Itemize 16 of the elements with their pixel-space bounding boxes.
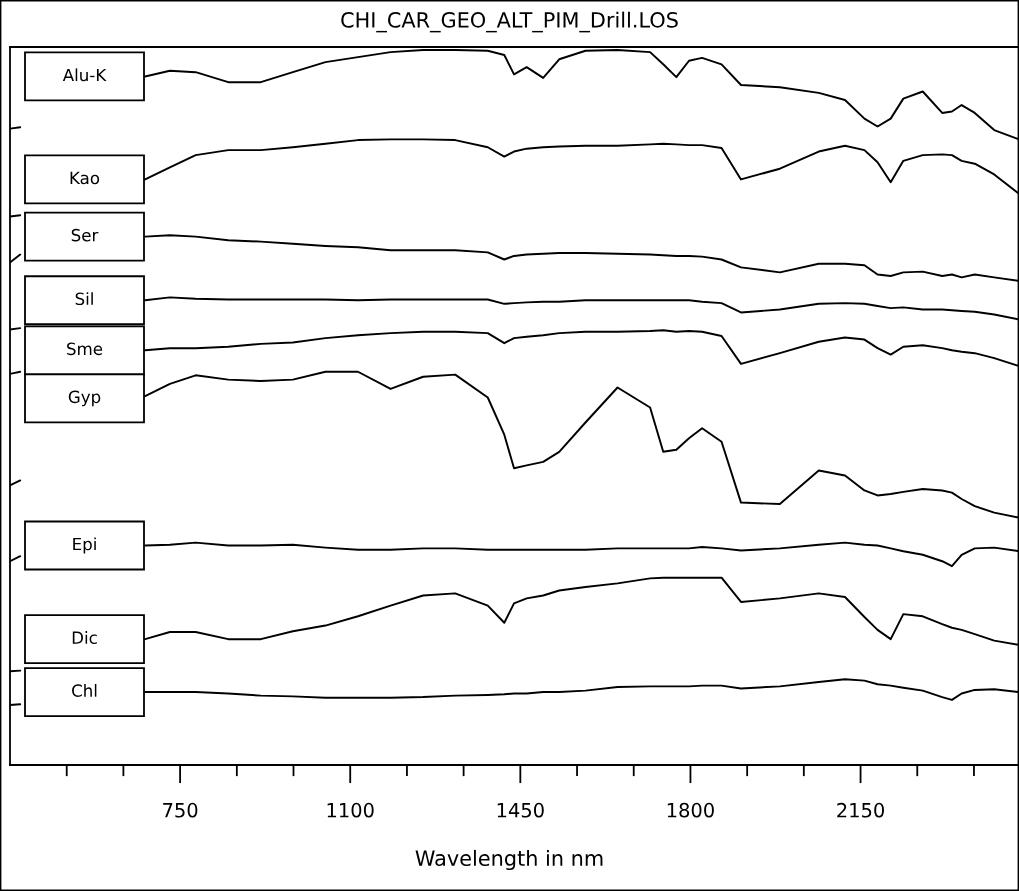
text: Gyp <box>68 390 101 407</box>
text: Chl <box>72 684 97 697</box>
text: Sme <box>67 342 103 356</box>
text: Epi <box>73 537 96 554</box>
chart-title: CHI_CAR_GEO_ALT_PIM_Drill.LOS <box>341 11 678 33</box>
x-tick-label: 1450 <box>497 802 544 818</box>
text: Alu-K <box>62 68 107 82</box>
x-tick-label: 1100 <box>327 802 374 818</box>
x-tick-label: 1800 <box>667 802 714 818</box>
text: Kao <box>70 171 100 185</box>
text: Ser <box>71 228 99 242</box>
text: Sil <box>75 292 93 306</box>
x-tick-label: 750 <box>163 802 198 818</box>
x-axis-title: Wavelength in nm <box>415 849 603 871</box>
x-tick-label: 2150 <box>837 802 884 818</box>
text: Dic <box>72 631 97 644</box>
